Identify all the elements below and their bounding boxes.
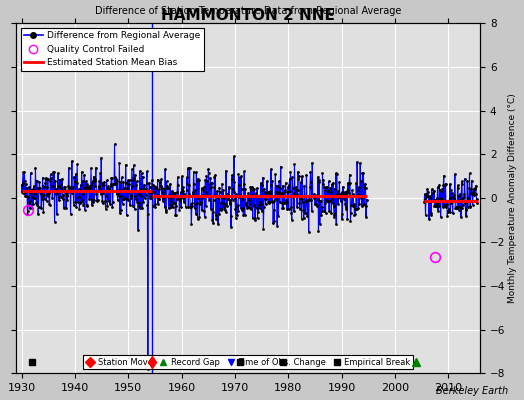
Legend: Station Move, Record Gap, Time of Obs. Change, Empirical Break: Station Move, Record Gap, Time of Obs. C… xyxy=(83,355,413,369)
Title: HAMMONTON 2 NNE: HAMMONTON 2 NNE xyxy=(161,8,335,23)
Text: Berkeley Earth: Berkeley Earth xyxy=(436,386,508,396)
Y-axis label: Monthly Temperature Anomaly Difference (°C): Monthly Temperature Anomaly Difference (… xyxy=(508,93,517,303)
Text: Difference of Station Temperature Data from Regional Average: Difference of Station Temperature Data f… xyxy=(95,6,401,16)
